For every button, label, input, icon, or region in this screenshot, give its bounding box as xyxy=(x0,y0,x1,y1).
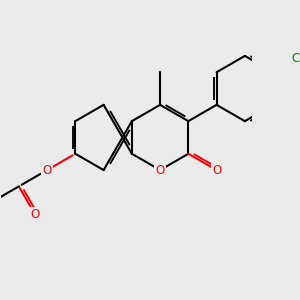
Text: O: O xyxy=(155,164,165,177)
Text: O: O xyxy=(31,208,40,221)
Text: O: O xyxy=(212,164,221,177)
Text: Cl: Cl xyxy=(291,52,300,65)
Text: O: O xyxy=(43,164,52,177)
